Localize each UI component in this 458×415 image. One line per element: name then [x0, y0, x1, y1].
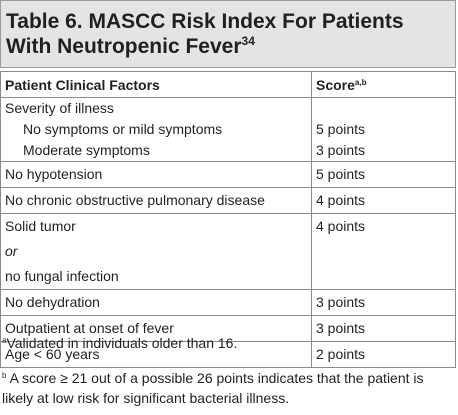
severity-item-mild: No symptoms or mild symptoms	[23, 121, 223, 137]
score-value: 5 points	[316, 166, 366, 182]
table-row: Severity of illness No symptoms or mild …	[0, 97, 456, 162]
table-row: Outpatient at onset of fever 3 points	[0, 315, 456, 342]
table-row: No dehydration 3 points	[0, 289, 456, 316]
factor-label: No dehydration	[5, 294, 100, 310]
table-title: Table 6. MASCC Risk Index For Patients Wi…	[6, 9, 404, 59]
factor-cell: No chronic obstructive pulmonary disease	[0, 187, 312, 214]
factor-label: No hypotension	[5, 166, 103, 182]
header-score-label: Score	[316, 76, 355, 93]
table-title-box: Table 6. MASCC Risk Index For Patients Wi…	[0, 0, 456, 68]
severity-factor-cell: Severity of illness No symptoms or mild …	[0, 97, 312, 162]
factor-label-emphasis: or	[5, 243, 18, 259]
factor-label: No chronic obstructive pulmonary disease	[5, 192, 265, 208]
severity-score-cell: 5 points 3 points	[311, 97, 456, 162]
title-line-2: With Neutropenic Fever	[6, 35, 242, 58]
severity-item-moderate: Moderate symptoms	[23, 142, 150, 158]
factor-label-post: no fungal infection	[5, 268, 119, 284]
footnote-b: b A score ≥ 21 out of a possible 26 poin…	[2, 368, 454, 408]
factor-cell: Solid tumor or no fungal infection	[0, 213, 312, 290]
factor-label-pre: Solid tumor	[5, 218, 76, 234]
header-factor-label: Patient Clinical Factors	[5, 76, 160, 93]
factor-cell: No dehydration	[0, 289, 312, 316]
score-cell: 3 points	[311, 289, 456, 316]
severity-score-moderate: 3 points	[316, 142, 366, 158]
table-row: No chronic obstructive pulmonary disease…	[0, 187, 456, 214]
score-cell: 4 points	[311, 213, 456, 290]
score-value: 2 points	[316, 346, 366, 362]
score-value: 4 points	[316, 218, 366, 234]
score-cell: 4 points	[311, 187, 456, 214]
header-score: Scorea,b	[311, 71, 456, 98]
header-factor: Patient Clinical Factors	[0, 71, 312, 98]
score-value: 4 points	[316, 192, 366, 208]
factor-label: Age < 60 years	[5, 346, 100, 362]
factor-label: Outpatient at onset of fever	[5, 320, 174, 336]
header-row: Patient Clinical Factors Scorea,b	[0, 71, 456, 98]
severity-score-mild: 5 points	[316, 121, 366, 137]
table-row: Solid tumor or no fungal infection 4 poi…	[0, 213, 456, 290]
footnote-b-text: A score ≥ 21 out of a possible 26 points…	[2, 370, 424, 406]
score-cell: 2 points	[311, 341, 456, 368]
table-row: No hypotension 5 points	[0, 161, 456, 188]
factor-label: Solid tumor or no fungal infection	[5, 214, 307, 289]
footnote-a-mark: a	[2, 336, 7, 345]
title-reference: 34	[241, 34, 255, 48]
severity-score-blank	[316, 98, 451, 119]
title-line-1: Table 6. MASCC Risk Index For Patients	[6, 10, 404, 33]
score-cell: 3 points	[311, 315, 456, 342]
footnote-a: aValidated in individuals older than 16.	[2, 333, 237, 353]
score-value: 3 points	[316, 294, 366, 310]
severity-label: Severity of illness	[5, 100, 114, 116]
footnote-a-text: Validated in individuals older than 16.	[6, 335, 238, 351]
factor-cell: Outpatient at onset of fever	[0, 315, 312, 342]
header-score-footnote-mark: a,b	[354, 77, 367, 87]
table-row: Age < 60 years 2 points	[0, 341, 456, 368]
footnote-b-mark: b	[2, 371, 7, 380]
score-cell: 5 points	[311, 161, 456, 188]
mascc-risk-table: Patient Clinical Factors Scorea,b Severi…	[0, 71, 456, 368]
score-value: 3 points	[316, 320, 366, 336]
factor-cell: No hypotension	[0, 161, 312, 188]
